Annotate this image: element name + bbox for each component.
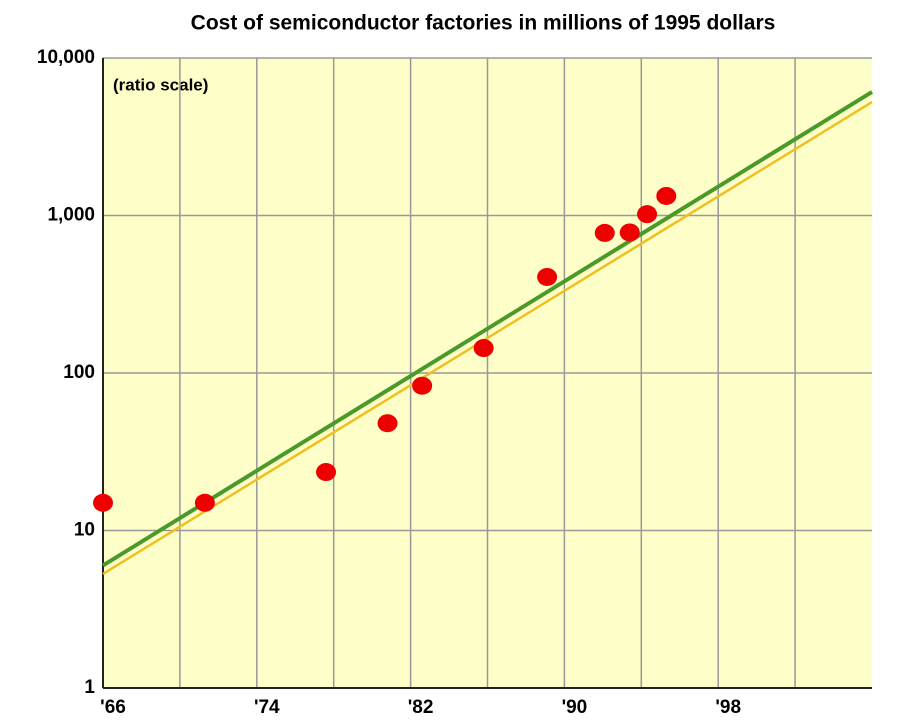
data-point (194, 493, 215, 512)
data-point (619, 223, 640, 242)
data-point (473, 339, 494, 358)
data-point (93, 493, 113, 512)
data-point (537, 267, 558, 286)
y-tick-label: 10 (74, 520, 95, 541)
data-point (412, 376, 433, 395)
y-tick-label: 1 (84, 677, 95, 698)
x-tick-label: '66 (100, 697, 126, 718)
y-tick-label: 10,000 (37, 47, 95, 68)
data-point (316, 463, 337, 482)
trend-line (101, 90, 874, 568)
data-point (594, 223, 615, 242)
chart-title: Cost of semiconductor factories in milli… (191, 12, 776, 35)
y-tick-label: 100 (63, 362, 95, 383)
x-tick-label: '90 (562, 697, 588, 718)
data-point (637, 205, 658, 224)
data-point (377, 414, 398, 433)
data-point (656, 186, 677, 205)
x-tick-label: '98 (715, 697, 741, 718)
annotation: (ratio scale) (113, 75, 208, 94)
x-tick-label: '82 (408, 697, 434, 718)
trend-line (102, 101, 873, 575)
x-tick-label: '74 (254, 697, 280, 718)
y-tick-label: 1,000 (47, 205, 95, 226)
